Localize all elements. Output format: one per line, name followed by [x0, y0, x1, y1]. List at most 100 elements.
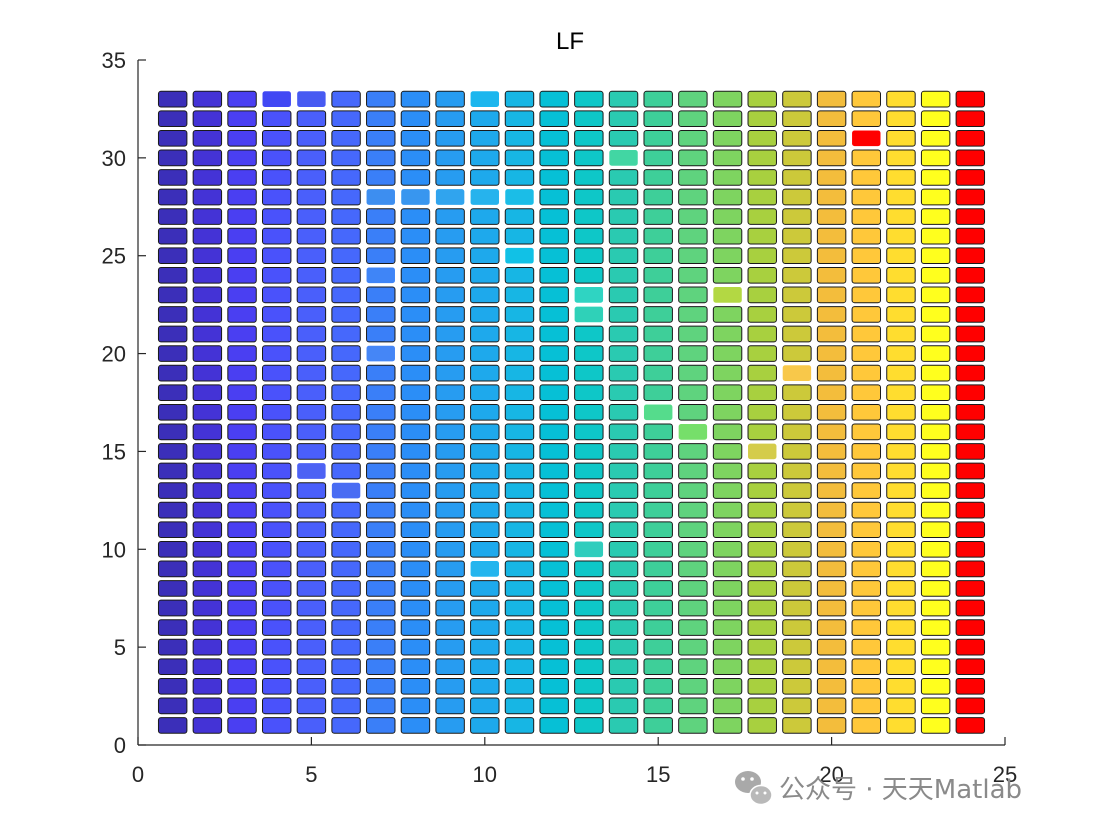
cell-c1-r9	[157, 560, 188, 578]
cell-c24-r10	[955, 540, 986, 558]
cell-c9-r25	[435, 247, 465, 265]
cell-c18-r12	[747, 501, 777, 519]
cell-c24-r23	[955, 286, 986, 304]
cell-c23-r21	[920, 325, 951, 343]
cell-c21-r13	[851, 482, 881, 499]
cell-c15-r26	[643, 227, 673, 245]
cell-c23-r12	[920, 501, 951, 519]
cell-c10-r29	[470, 169, 500, 186]
cell-c22-r10	[886, 540, 916, 558]
cell-c16-r29	[678, 169, 708, 186]
cell-c17-r19	[712, 364, 743, 382]
cell-c22-r30	[886, 149, 916, 167]
cell-c12-r10	[539, 540, 569, 558]
cell-c21-r25	[851, 247, 881, 265]
cell-c4-r18	[262, 384, 292, 402]
cell-c9-r20	[435, 345, 465, 362]
cell-c10-r11	[470, 521, 500, 539]
cell-c20-r3	[816, 677, 847, 695]
cell-c8-r21	[400, 325, 431, 343]
cell-c12-r22	[539, 306, 569, 323]
cell-c22-r33	[886, 90, 916, 108]
cell-c19-r28	[782, 188, 812, 206]
cell-c12-r13	[539, 482, 569, 499]
cell-c15-r23	[643, 286, 673, 304]
cell-c12-r5	[539, 638, 569, 656]
cell-c2-r15	[192, 443, 223, 460]
cell-c16-r24	[678, 266, 708, 284]
cell-c9-r4	[435, 658, 465, 676]
cell-c22-r23	[886, 286, 916, 304]
cell-c23-r26	[920, 227, 951, 245]
cell-c1-r31	[157, 129, 188, 147]
y-tick-label-15: 15	[102, 439, 126, 464]
cell-c14-r26	[608, 227, 639, 245]
cell-c23-r24	[920, 266, 951, 284]
cell-c13-r31	[574, 129, 604, 147]
cell-c1-r24	[157, 266, 188, 284]
cell-c22-r22	[886, 306, 916, 323]
cell-c14-r19	[608, 364, 639, 382]
cell-c1-r33	[157, 90, 188, 108]
cell-c6-r7	[331, 599, 361, 617]
cell-c20-r17	[816, 403, 847, 421]
cell-c19-r9	[782, 560, 812, 578]
cell-c1-r14	[157, 462, 188, 480]
cell-c18-r24	[747, 266, 777, 284]
cell-c10-r27	[470, 208, 500, 225]
cell-c17-r15	[712, 443, 743, 460]
cell-c4-r7	[262, 599, 292, 617]
cell-c16-r31	[678, 129, 708, 147]
cell-c5-r9	[296, 560, 327, 578]
cell-c14-r32	[608, 110, 639, 128]
cell-c1-r5	[157, 638, 188, 656]
cell-c3-r22	[227, 306, 257, 323]
cell-c14-r25	[608, 247, 639, 265]
cell-c21-r20	[851, 345, 881, 362]
cell-c4-r32	[262, 110, 292, 128]
x-ticks: 0 5 10 15 20 25	[132, 737, 1017, 787]
cell-c9-r18	[435, 384, 465, 402]
cell-c4-r12	[262, 501, 292, 519]
cell-c19-r19	[782, 365, 812, 381]
cell-c15-r10	[643, 540, 673, 558]
cell-c11-r21	[504, 325, 535, 343]
cell-c18-r31	[747, 129, 777, 147]
cell-c1-r1	[157, 717, 188, 734]
cell-c14-r17	[608, 403, 639, 421]
cell-c1-r30	[157, 149, 188, 167]
cell-c9-r1	[435, 717, 465, 734]
cell-c19-r21	[782, 325, 812, 343]
cell-c23-r10	[920, 540, 951, 558]
cell-c11-r15	[504, 443, 535, 460]
cell-c19-r23	[782, 286, 812, 304]
cell-c22-r19	[886, 364, 916, 382]
cell-c1-r3	[157, 677, 188, 695]
cell-c2-r32	[192, 110, 223, 128]
cell-c5-r31	[296, 129, 327, 147]
cell-c13-r17	[574, 403, 604, 421]
cell-c8-r8	[400, 580, 431, 597]
cell-c20-r14	[816, 462, 847, 480]
cell-c10-r21	[470, 325, 500, 343]
cell-c21-r5	[851, 638, 881, 656]
cell-c20-r13	[816, 482, 847, 499]
cell-c14-r6	[608, 619, 639, 636]
cell-grid	[157, 90, 986, 734]
cell-c11-r16	[504, 423, 535, 441]
cell-c24-r32	[955, 110, 986, 128]
cell-c3-r25	[227, 247, 257, 265]
cell-c5-r19	[296, 364, 327, 382]
cell-c24-r14	[955, 462, 986, 480]
cell-c13-r20	[574, 345, 604, 362]
cell-c23-r5	[920, 638, 951, 656]
cell-c12-r19	[539, 364, 569, 382]
cell-c24-r21	[955, 325, 986, 343]
cell-c6-r26	[331, 227, 361, 245]
cell-c20-r10	[816, 540, 847, 558]
cell-c14-r3	[608, 677, 639, 695]
cell-c6-r17	[331, 403, 361, 421]
cell-c13-r19	[574, 364, 604, 382]
cell-c11-r5	[504, 638, 535, 656]
cell-c10-r24	[470, 266, 500, 284]
